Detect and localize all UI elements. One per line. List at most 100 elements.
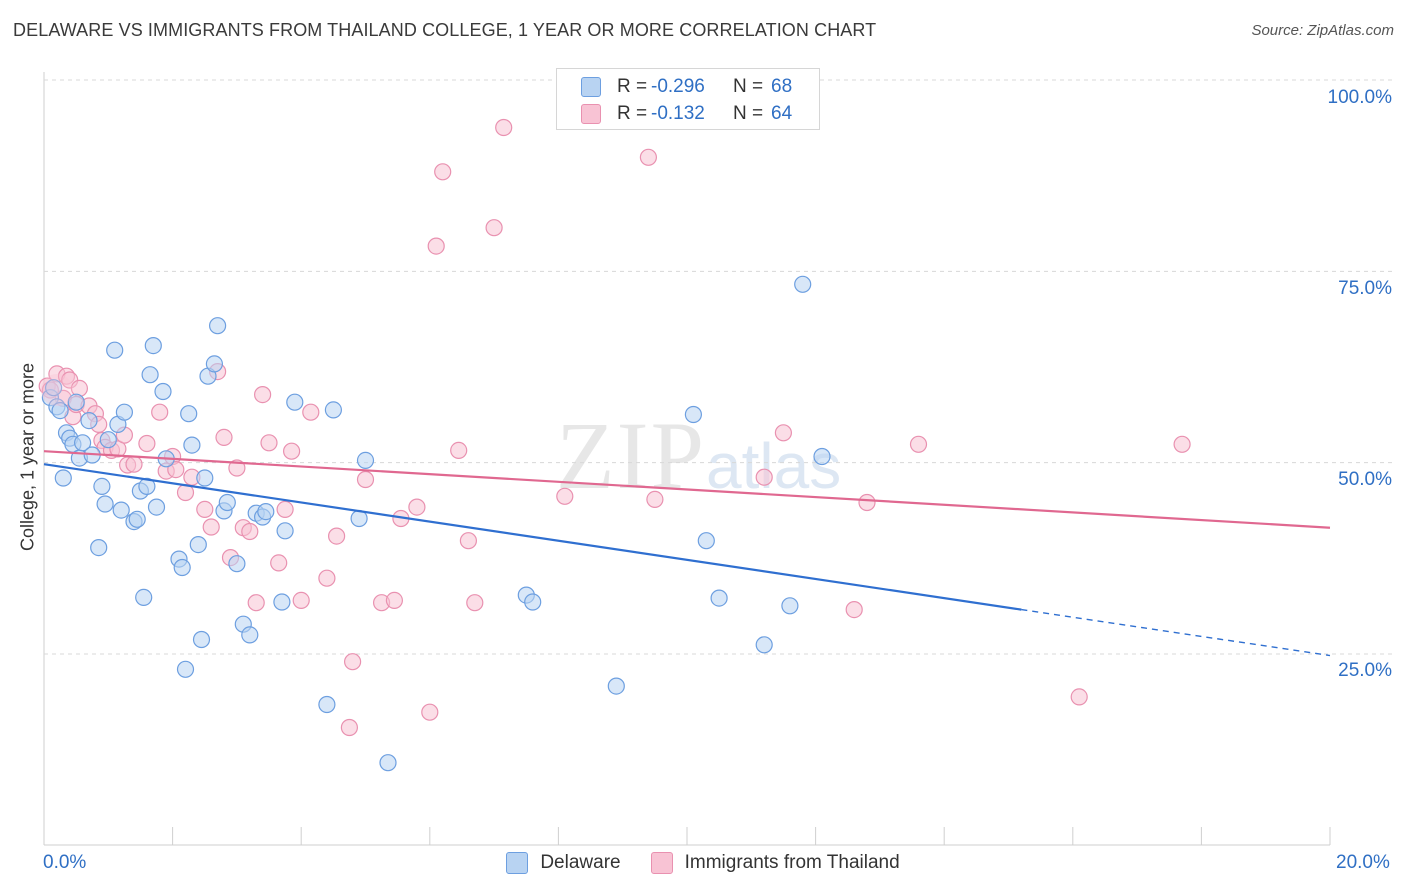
- n-label: N =: [733, 76, 764, 97]
- point-thailand: [556, 487, 574, 505]
- point-delaware: [257, 503, 275, 521]
- point-thailand: [356, 470, 375, 489]
- point-thailand: [340, 718, 358, 737]
- point-thailand: [385, 591, 403, 610]
- point-delaware: [324, 401, 342, 419]
- point-delaware: [135, 588, 153, 607]
- x-tick-label-min: 0.0%: [43, 852, 87, 873]
- watermark-atlas: atlas: [706, 430, 842, 502]
- point-delaware: [286, 393, 304, 411]
- legend-label-delaware: Delaware: [540, 852, 621, 873]
- point-delaware: [196, 469, 214, 487]
- point-thailand: [302, 403, 320, 421]
- point-delaware: [684, 405, 703, 424]
- point-delaware: [51, 402, 69, 420]
- point-thailand: [196, 500, 214, 518]
- point-thailand: [858, 493, 876, 512]
- point-thailand: [495, 118, 513, 137]
- point-thailand: [909, 435, 928, 453]
- point-delaware: [755, 636, 773, 654]
- point-delaware: [183, 436, 201, 454]
- point-delaware: [607, 677, 625, 695]
- point-delaware: [96, 495, 114, 513]
- legend-row-delaware: R = -0.296 N = 68: [581, 74, 792, 100]
- point-delaware: [209, 317, 227, 335]
- point-thailand: [254, 386, 272, 404]
- point-delaware: [228, 555, 246, 573]
- trendline-thailand: [43, 450, 1331, 529]
- point-thailand: [639, 148, 658, 166]
- point-thailand: [283, 442, 301, 460]
- point-delaware: [710, 589, 728, 607]
- point-delaware: [180, 405, 198, 423]
- trendline-delaware-projection: [1021, 608, 1331, 657]
- swatch-delaware: [581, 77, 601, 97]
- point-delaware: [44, 379, 63, 397]
- chart-title: DELAWARE VS IMMIGRANTS FROM THAILAND COL…: [13, 20, 877, 40]
- point-delaware: [189, 535, 207, 554]
- point-thailand: [774, 424, 793, 442]
- point-cluster-thailand: [40, 373, 73, 406]
- point-thailand: [138, 434, 156, 453]
- point-thailand: [328, 527, 346, 545]
- legend-item-thailand[interactable]: Immigrants from Thailand: [650, 852, 900, 874]
- point-delaware: [128, 510, 146, 528]
- correlation-legend: R = -0.296 N = 68 R = -0.132 N = 64: [556, 68, 820, 130]
- point-thailand: [408, 498, 426, 516]
- source-credit: Source: ZipAtlas.com: [1251, 22, 1394, 39]
- legend-label-thailand: Immigrants from Thailand: [684, 852, 900, 873]
- r-value: -0.132: [651, 103, 705, 124]
- swatch-thailand: [650, 852, 673, 874]
- point-thailand: [260, 434, 278, 452]
- point-delaware: [697, 532, 715, 550]
- point-delaware: [147, 498, 166, 516]
- point-delaware: [112, 501, 130, 519]
- point-thailand: [1070, 688, 1088, 706]
- swatch-delaware: [506, 852, 529, 874]
- r-label: R =: [617, 76, 648, 97]
- point-thailand: [270, 554, 288, 572]
- point-thailand: [125, 455, 143, 473]
- y-tick-label-25: 25.0%: [1338, 660, 1392, 681]
- point-delaware: [524, 593, 542, 611]
- point-delaware: [54, 469, 72, 487]
- point-thailand: [646, 490, 664, 508]
- point-thailand: [241, 522, 259, 541]
- zipatlas-watermark: ZIPatlas: [556, 400, 841, 511]
- point-delaware: [781, 597, 799, 615]
- point-thailand: [755, 468, 773, 486]
- point-delaware: [794, 275, 812, 293]
- x-tick-label-max: 20.0%: [1336, 852, 1390, 873]
- point-delaware: [73, 434, 92, 452]
- n-value: 64: [771, 103, 793, 124]
- point-thailand: [845, 600, 863, 619]
- point-thailand: [202, 518, 220, 536]
- series-legend: Delaware Immigrants from Thailand: [0, 852, 1406, 874]
- point-delaware: [154, 382, 172, 401]
- point-delaware: [90, 538, 108, 557]
- r-label: R =: [617, 103, 648, 124]
- y-tick-label-100: 100.0%: [1327, 87, 1392, 108]
- y-tick-label-50: 50.0%: [1338, 469, 1392, 490]
- legend-item-delaware[interactable]: Delaware: [506, 852, 621, 874]
- point-thailand: [1173, 435, 1191, 453]
- y-axis-label: College, 1 year or more: [17, 362, 38, 552]
- point-delaware: [273, 593, 291, 611]
- n-label: N =: [733, 103, 764, 124]
- point-thailand: [466, 594, 484, 612]
- point-delaware: [93, 477, 111, 495]
- point-delaware: [241, 626, 259, 644]
- point-thailand: [421, 703, 439, 721]
- y-tick-label-75: 75.0%: [1338, 278, 1392, 299]
- point-thailand: [215, 428, 233, 446]
- watermark-zip: ZIP: [556, 402, 706, 509]
- point-thailand: [459, 532, 477, 550]
- point-delaware: [141, 366, 159, 384]
- r-value: -0.296: [651, 76, 705, 97]
- point-delaware: [318, 695, 336, 714]
- point-delaware: [276, 522, 294, 540]
- point-thailand: [344, 653, 362, 671]
- point-thailand: [276, 500, 294, 518]
- point-thailand: [167, 461, 185, 479]
- point-delaware: [106, 341, 124, 359]
